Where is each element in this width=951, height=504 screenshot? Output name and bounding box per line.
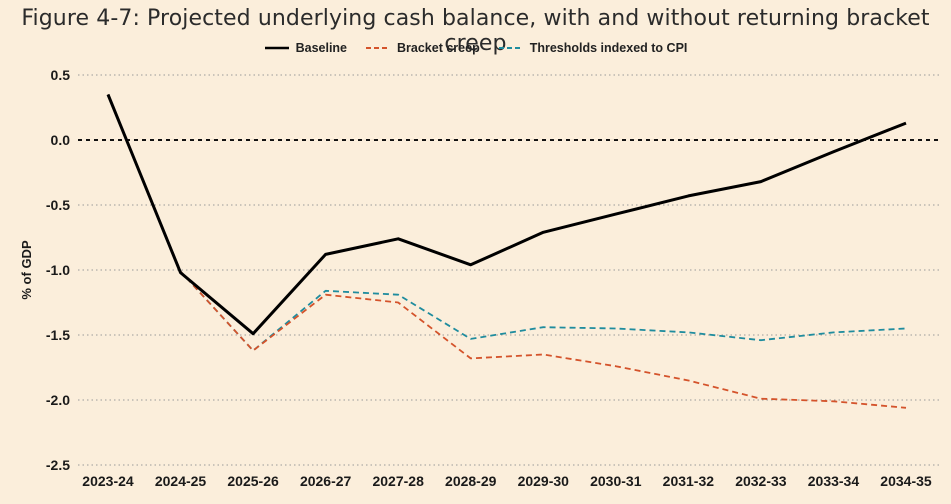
y-axis-title: % of GDP [19, 240, 34, 300]
series-line-baseline [106, 93, 907, 336]
x-tick-label: 2026-27 [300, 473, 352, 489]
y-tick-label: -1.5 [46, 327, 70, 343]
x-tick-label: 2024-25 [155, 473, 207, 489]
legend-label-bracket-creep: Bracket creep [397, 41, 480, 55]
legend-item-bracket-creep: Bracket creep [365, 41, 480, 55]
chart-title: Figure 4-7: Projected underlying cash ba… [21, 6, 930, 56]
legend-label-baseline: Baseline [295, 41, 348, 55]
x-tick-label: 2033-34 [808, 473, 860, 489]
x-tick-label: 2031-32 [663, 473, 715, 489]
x-tick-label: 2034-35 [880, 473, 932, 489]
x-tick-label: 2028-29 [445, 473, 497, 489]
legend-label-thresholds-cpi: Thresholds indexed to CPI [529, 41, 688, 55]
y-tick-label: 0.0 [51, 132, 71, 148]
legend: Baseline Bracket creep Thresholds indexe… [0, 41, 951, 55]
x-tick-label: 2029-30 [518, 473, 570, 489]
series-layer [106, 93, 907, 409]
x-tick-label: 2023-24 [82, 473, 134, 489]
series-line-bracket-creep [107, 94, 907, 409]
legend-swatch-bracket-creep [366, 47, 391, 49]
x-tick-label: 2030-31 [590, 473, 642, 489]
legend-item-thresholds-cpi: Thresholds indexed to CPI [498, 41, 688, 55]
y-tick-label: 0.5 [51, 67, 71, 83]
legend-swatch-thresholds-cpi [498, 47, 523, 49]
x-tick-label: 2025-26 [227, 473, 279, 489]
y-tick-label: -2.0 [46, 392, 70, 408]
axis-layer: 0.5 0.0 -0.5 -1.0 -1.5 -2.0 -2.5 2023-24 2024-25… [46, 67, 932, 489]
grid-layer [78, 74, 942, 466]
y-tick-label: -0.5 [46, 197, 70, 213]
y-tick-label: -1.0 [46, 262, 70, 278]
x-tick-label: 2027-28 [372, 473, 424, 489]
legend-swatch-baseline [264, 46, 289, 50]
y-tick-label: -2.5 [46, 457, 70, 473]
legend-item-baseline: Baseline [264, 41, 347, 55]
x-tick-label: 2032-33 [735, 473, 787, 489]
